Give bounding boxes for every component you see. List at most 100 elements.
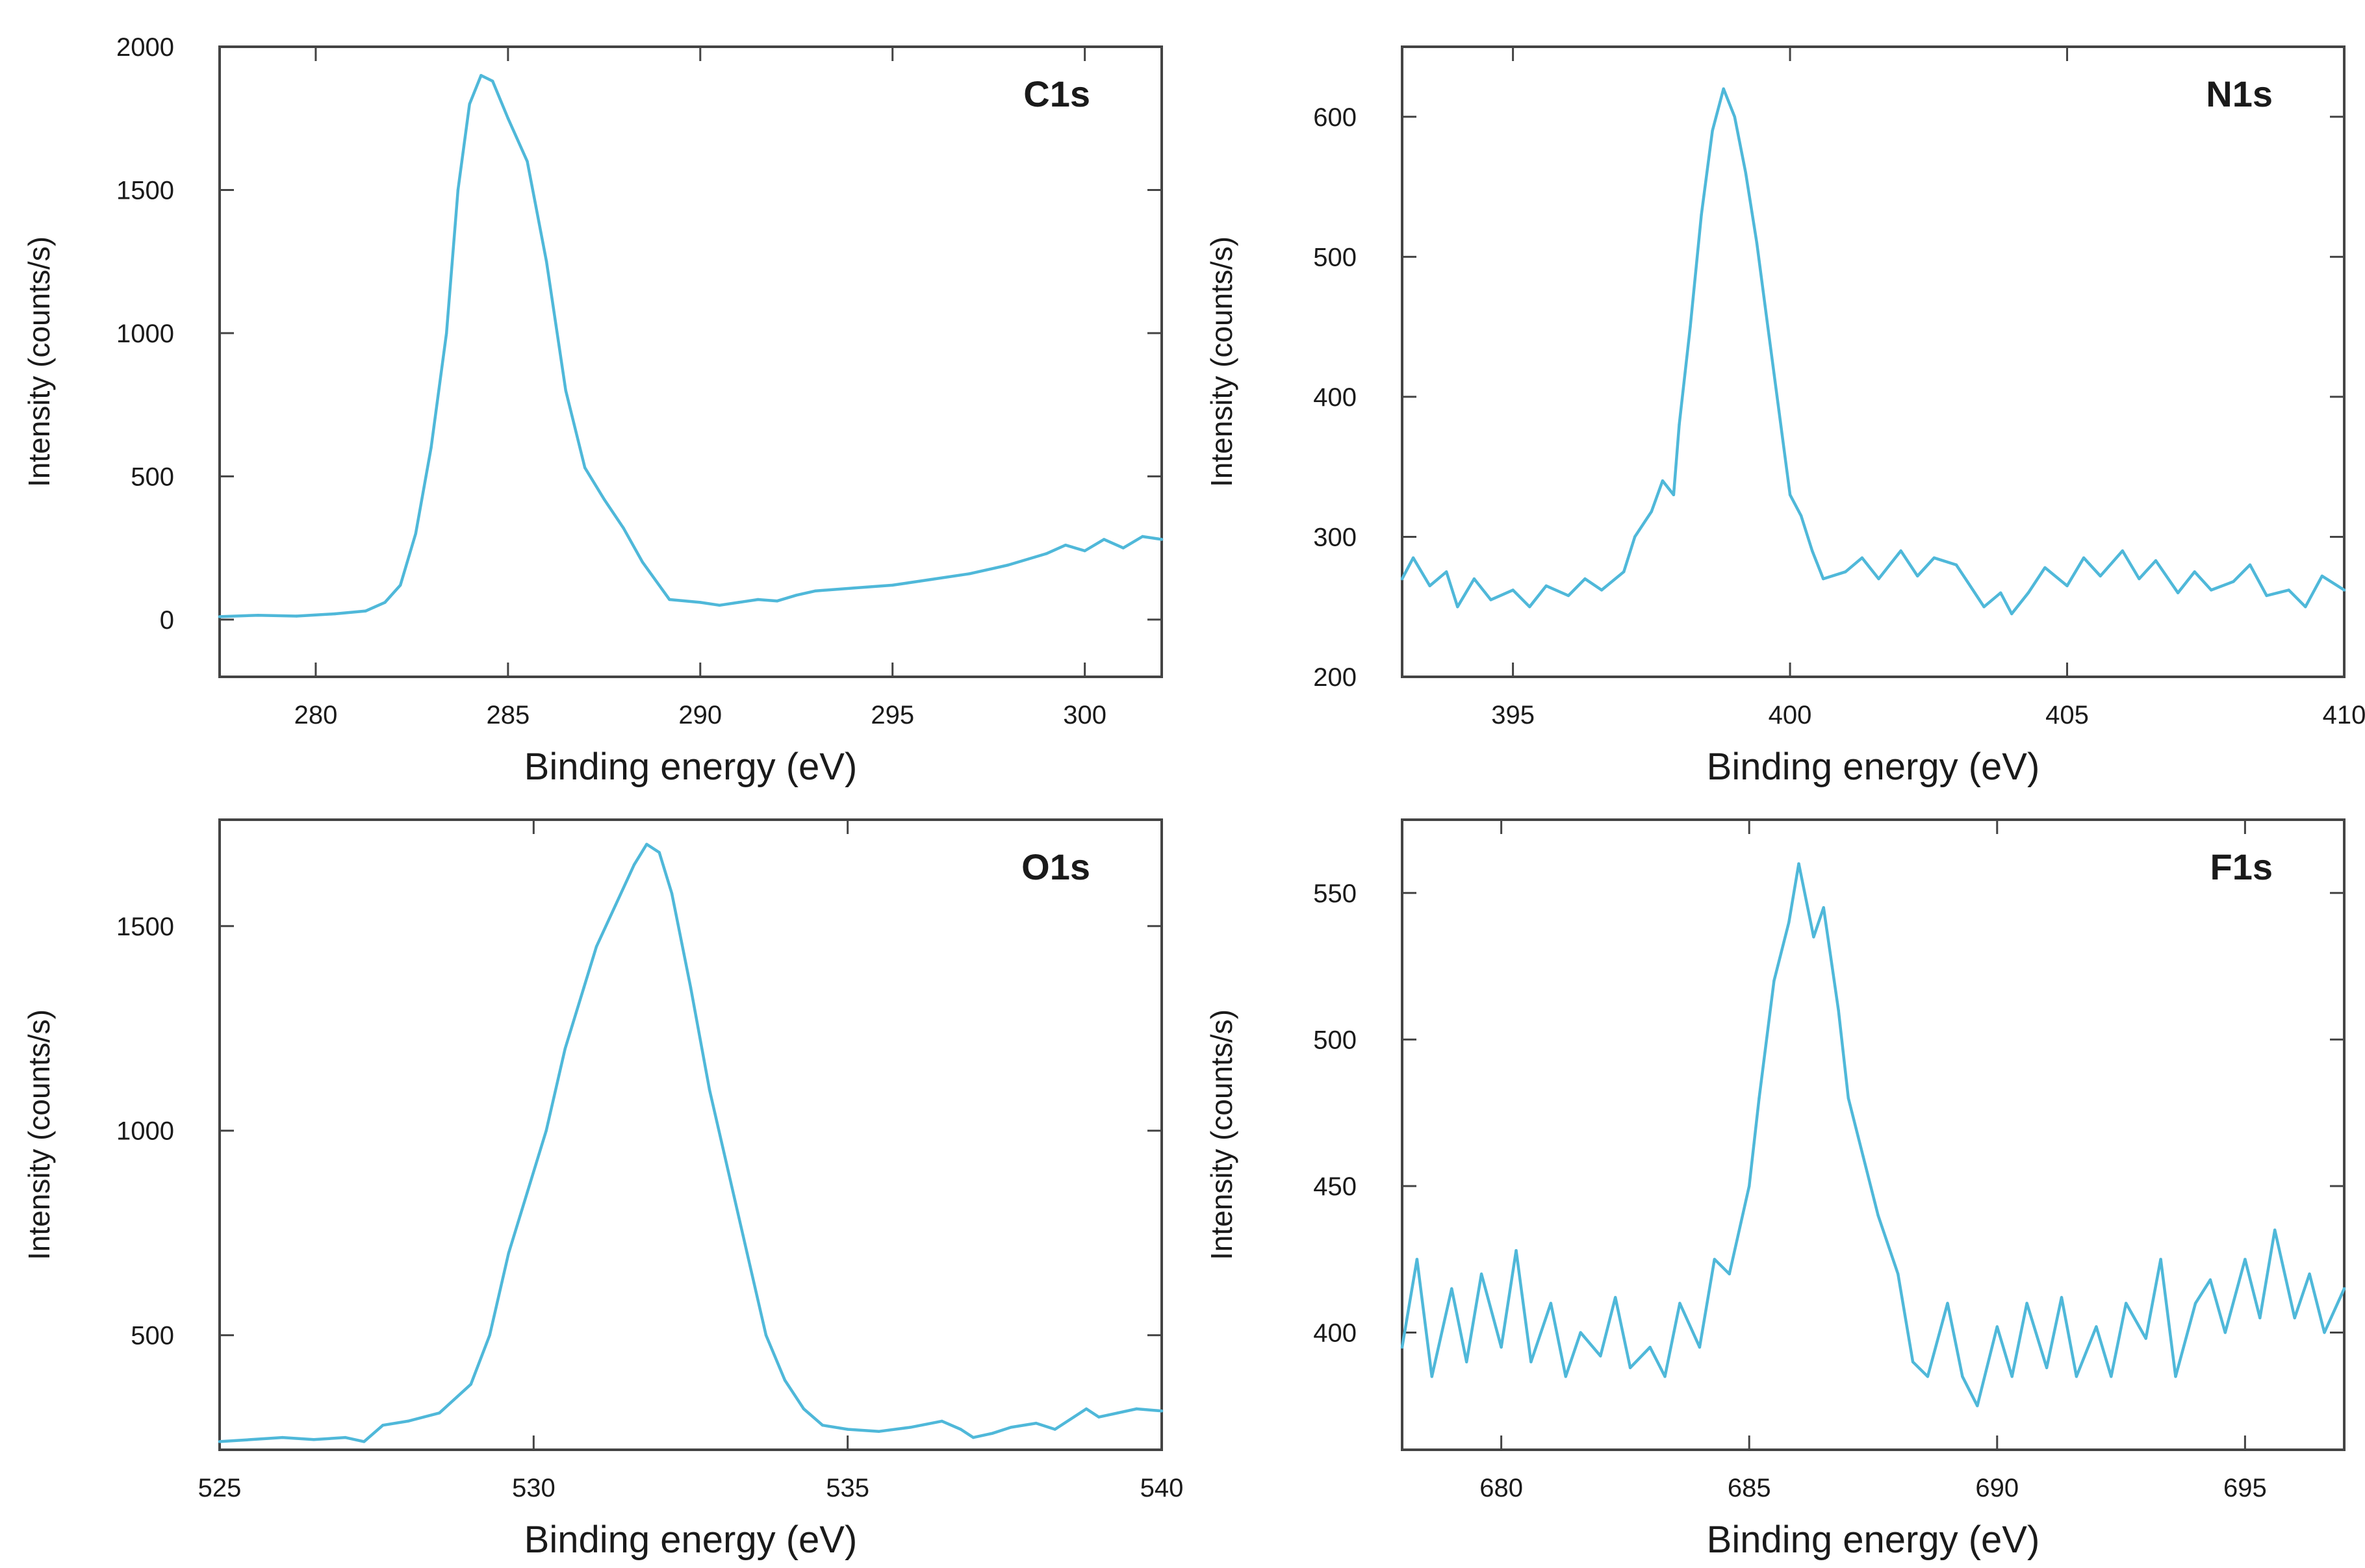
data-point <box>821 1424 825 1427</box>
data-point <box>1622 570 1626 574</box>
y-tick-label: 500 <box>1313 243 1357 272</box>
data-point <box>1650 510 1653 513</box>
data-point <box>2121 549 2124 553</box>
data-point <box>2144 1337 2147 1340</box>
spectrum-points <box>1400 862 2346 1408</box>
y-axis-title: Intensity (counts/s) <box>1205 1009 1238 1260</box>
data-point <box>2045 1366 2049 1369</box>
data-point <box>344 1435 347 1439</box>
x-tick-label: 525 <box>198 1474 242 1502</box>
data-point <box>1713 1258 1716 1261</box>
data-point <box>1064 544 1067 547</box>
data-point <box>641 561 645 564</box>
data-point <box>1822 577 1825 581</box>
data-point <box>564 388 567 392</box>
x-tick-label: 530 <box>512 1474 556 1502</box>
chart-panel-o1s: 525 530 535 540 500 1000 1500 Binding energy (e… <box>22 818 1183 1561</box>
data-point <box>1479 1272 1483 1276</box>
x-tick-label: 535 <box>826 1474 869 1502</box>
x-tick-label: 280 <box>294 701 338 729</box>
x-tick-label: 290 <box>678 701 722 729</box>
x-tick-label: 395 <box>1491 701 1535 729</box>
data-point <box>990 1432 994 1435</box>
data-point <box>1748 1184 1751 1188</box>
data-point <box>1400 1345 1404 1349</box>
chart-panel-f1s: 680 685 690 695 400 450 500 550 Binding energy (… <box>1205 818 2346 1561</box>
panel-label: F1s <box>2210 846 2273 887</box>
data-point <box>1899 549 1902 553</box>
data-point <box>2323 1331 2326 1334</box>
y-tick-label: 400 <box>1313 1319 1357 1348</box>
data-point <box>971 1435 975 1439</box>
data-point <box>2232 580 2235 583</box>
y-axis-title: Intensity (counts/s) <box>22 1009 56 1260</box>
data-point <box>438 1411 441 1415</box>
data-point <box>1083 549 1086 553</box>
x-tick-label: 680 <box>1479 1474 1523 1502</box>
data-point <box>1515 1249 1518 1252</box>
data-point <box>218 1440 222 1443</box>
panel-label: N1s <box>2206 73 2273 114</box>
data-point <box>1511 588 1515 592</box>
y-tick-label: 500 <box>131 1322 174 1350</box>
data-point <box>1045 552 1048 555</box>
data-point <box>602 498 606 501</box>
data-point <box>582 986 585 989</box>
data-point <box>2308 1272 2311 1276</box>
data-point <box>1758 1096 1761 1100</box>
data-point <box>2010 612 2013 616</box>
plot-frame <box>218 818 1163 1451</box>
data-point <box>506 117 510 120</box>
data-point <box>959 1428 962 1431</box>
data-point <box>1772 979 1776 983</box>
x-axis-title: Binding energy (eV) <box>524 746 858 788</box>
data-point <box>469 1383 472 1386</box>
data-point <box>381 1424 385 1427</box>
data-point <box>2075 1375 2078 1378</box>
data-point <box>2210 588 2213 592</box>
data-point <box>1141 535 1144 538</box>
x-tick-label: 405 <box>2045 701 2089 729</box>
y-tick-label: 200 <box>1313 663 1357 692</box>
y-tick-label: 2000 <box>116 33 174 62</box>
data-point <box>2320 574 2324 577</box>
data-point <box>1897 1272 1900 1276</box>
data-point <box>776 600 779 603</box>
data-point <box>406 1419 410 1423</box>
x-tick-label: 685 <box>1728 1474 1771 1502</box>
spectrum-points <box>218 73 1164 618</box>
data-point <box>1116 1411 1119 1415</box>
x-tick-label: 690 <box>1975 1474 2019 1502</box>
x-axis-title: Binding energy (eV) <box>1707 746 2040 788</box>
data-point <box>802 1407 806 1411</box>
x-tick-label: 410 <box>2323 701 2365 729</box>
data-point <box>1861 1155 1865 1159</box>
plot-frame <box>1401 45 2346 678</box>
data-point <box>1528 605 1531 609</box>
spectrum-line <box>1400 862 2346 1408</box>
data-point <box>737 601 741 604</box>
x-tick-label: 695 <box>2223 1474 2267 1502</box>
spectrum-points <box>218 842 1164 1443</box>
data-point <box>1788 493 1792 496</box>
data-point <box>1500 1345 1503 1349</box>
data-point <box>249 1438 253 1441</box>
y-tick-label: 450 <box>1313 1172 1357 1201</box>
data-point <box>1844 570 1847 574</box>
data-point <box>756 598 760 601</box>
data-point <box>1411 556 1415 559</box>
x-tick-label: 300 <box>1063 701 1106 729</box>
data-point <box>526 1191 529 1194</box>
plot-frame <box>1401 818 2346 1451</box>
data-point <box>1700 213 1703 216</box>
data-point <box>1911 1360 1915 1363</box>
data-point <box>2095 1325 2098 1328</box>
data-point <box>1689 325 1692 329</box>
data-point <box>1072 1415 1075 1419</box>
data-point <box>909 1426 912 1429</box>
y-axis-title: Intensity (counts/s) <box>22 236 56 487</box>
data-point <box>383 601 387 604</box>
data-point <box>257 614 260 617</box>
data-point <box>1529 1360 1533 1363</box>
data-point <box>1982 605 1986 609</box>
